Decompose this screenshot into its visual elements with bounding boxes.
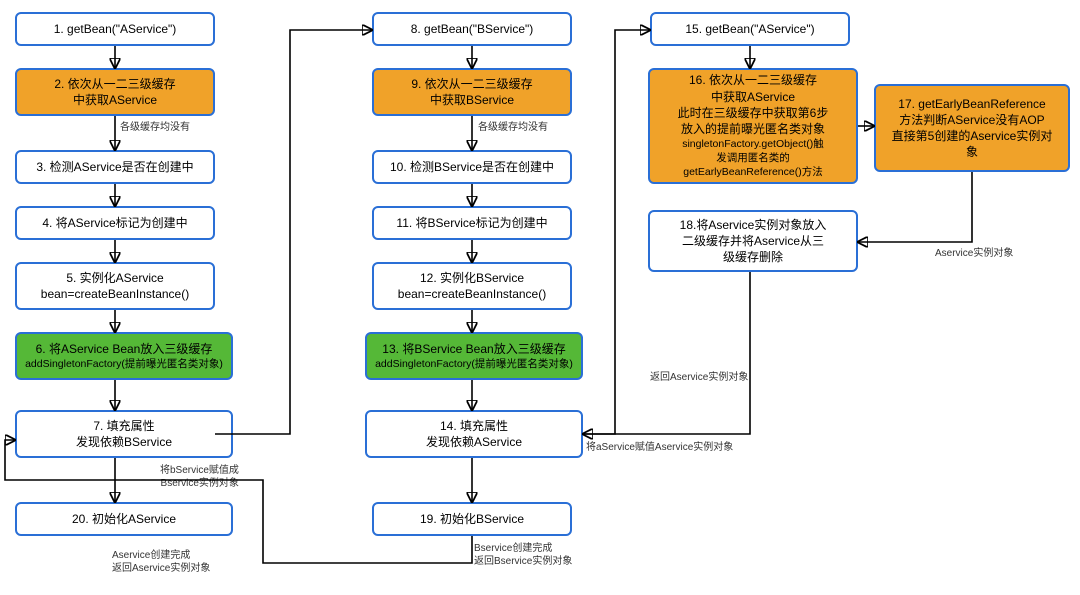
node-16-text: 16. 依次从一二三级缓存中获取AService此时在三级缓存中获取第6步放入的… [678,73,829,136]
node-5: 5. 实例化AServicebean=createBeanInstance() [15,262,215,310]
node-8: 8. getBean("BService") [372,12,572,46]
node-16: 16. 依次从一二三级缓存中获取AService此时在三级缓存中获取第6步放入的… [648,68,858,184]
node-2-text: 2. 依次从一二三级缓存中获取AService [54,76,175,108]
node-6: 6. 将AService Bean放入三级缓存addSingletonFacto… [15,332,233,380]
arrow-e14b [583,30,650,434]
node-10: 10. 检测BService是否在创建中 [372,150,572,184]
node-5-text: 5. 实例化AServicebean=createBeanInstance() [41,270,189,302]
node-3: 3. 检测AService是否在创建中 [15,150,215,184]
node-16-sub: singletonFactory.getObject()触发调用匿名类的getE… [678,137,829,180]
node-13: 13. 将BService Bean放入三级缓存addSingletonFact… [365,332,583,380]
node-1: 1. getBean("AService") [15,12,215,46]
node-2: 2. 依次从一二三级缓存中获取AService [15,68,215,116]
edge-label-7: 将bService赋值成Bservice实例对象 [160,465,239,490]
node-19: 19. 初始化BService [372,502,572,536]
node-17-text: 17. getEarlyBeanReference方法判断AService没有A… [892,96,1053,161]
node-17: 17. getEarlyBeanReference方法判断AService没有A… [874,84,1070,172]
node-8-text: 8. getBean("BService") [411,21,534,37]
node-9: 9. 依次从一二三级缓存中获取BService [372,68,572,116]
arrow-e17 [858,172,972,242]
node-4: 4. 将AService标记为创建中 [15,206,215,240]
arrow-e18 [583,272,750,434]
node-6-sub: addSingletonFactory(提前曝光匿名类对象) [25,357,223,371]
node-18: 18.将Aservice实例对象放入二级缓存并将Aservice从三级缓存删除 [648,210,858,272]
node-11: 11. 将BService标记为创建中 [372,206,572,240]
node-7: 7. 填充属性发现依赖BService [15,410,233,458]
node-9-text: 9. 依次从一二三级缓存中获取BService [411,76,532,108]
edge-label-3: Aservice实例对象 [935,248,1013,261]
node-19-text: 19. 初始化BService [420,511,524,527]
node-1-text: 1. getBean("AService") [54,21,177,37]
node-6-text: 6. 将AService Bean放入三级缓存 [36,342,213,356]
node-12: 12. 实例化BServicebean=createBeanInstance() [372,262,572,310]
node-14: 14. 填充属性发现依赖AService [365,410,583,458]
edge-label-5: 将aService赋值Aservice实例对象 [586,442,733,455]
node-13-text: 13. 将BService Bean放入三级缓存 [382,342,565,356]
edge-label-1: 各级缓存均没有 [120,122,190,135]
node-3-text: 3. 检测AService是否在创建中 [36,159,193,175]
node-11-text: 11. 将BService标记为创建中 [396,215,547,231]
node-4-text: 4. 将AService标记为创建中 [42,215,187,231]
node-7-text: 7. 填充属性发现依赖BService [76,418,172,450]
node-18-text: 18.将Aservice实例对象放入二级缓存并将Aservice从三级缓存删除 [680,217,827,266]
node-13-sub: addSingletonFactory(提前曝光匿名类对象) [375,357,573,371]
edge-label-2: 各级缓存均没有 [478,122,548,135]
node-10-text: 10. 检测BService是否在创建中 [390,159,554,175]
node-14-text: 14. 填充属性发现依赖AService [426,418,522,450]
node-15-text: 15. getBean("AService") [685,21,814,37]
edge-label-8: Aservice创建完成返回Aservice实例对象 [112,550,210,575]
arrow-e7b [215,30,372,434]
node-15: 15. getBean("AService") [650,12,850,46]
edge-label-6: Bservice创建完成返回Bservice实例对象 [474,543,572,568]
node-20-text: 20. 初始化AService [72,511,176,527]
node-12-text: 12. 实例化BServicebean=createBeanInstance() [398,270,546,302]
node-20: 20. 初始化AService [15,502,233,536]
edge-label-4: 返回Aservice实例对象 [650,372,748,385]
